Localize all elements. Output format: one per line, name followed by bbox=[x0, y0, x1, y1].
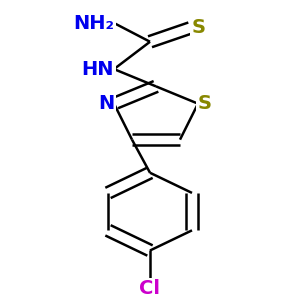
Text: S: S bbox=[192, 18, 206, 37]
Text: Cl: Cl bbox=[140, 279, 160, 298]
Text: NH₂: NH₂ bbox=[73, 14, 114, 32]
Text: HN: HN bbox=[82, 60, 114, 79]
Text: S: S bbox=[198, 94, 212, 113]
Text: N: N bbox=[98, 94, 114, 113]
